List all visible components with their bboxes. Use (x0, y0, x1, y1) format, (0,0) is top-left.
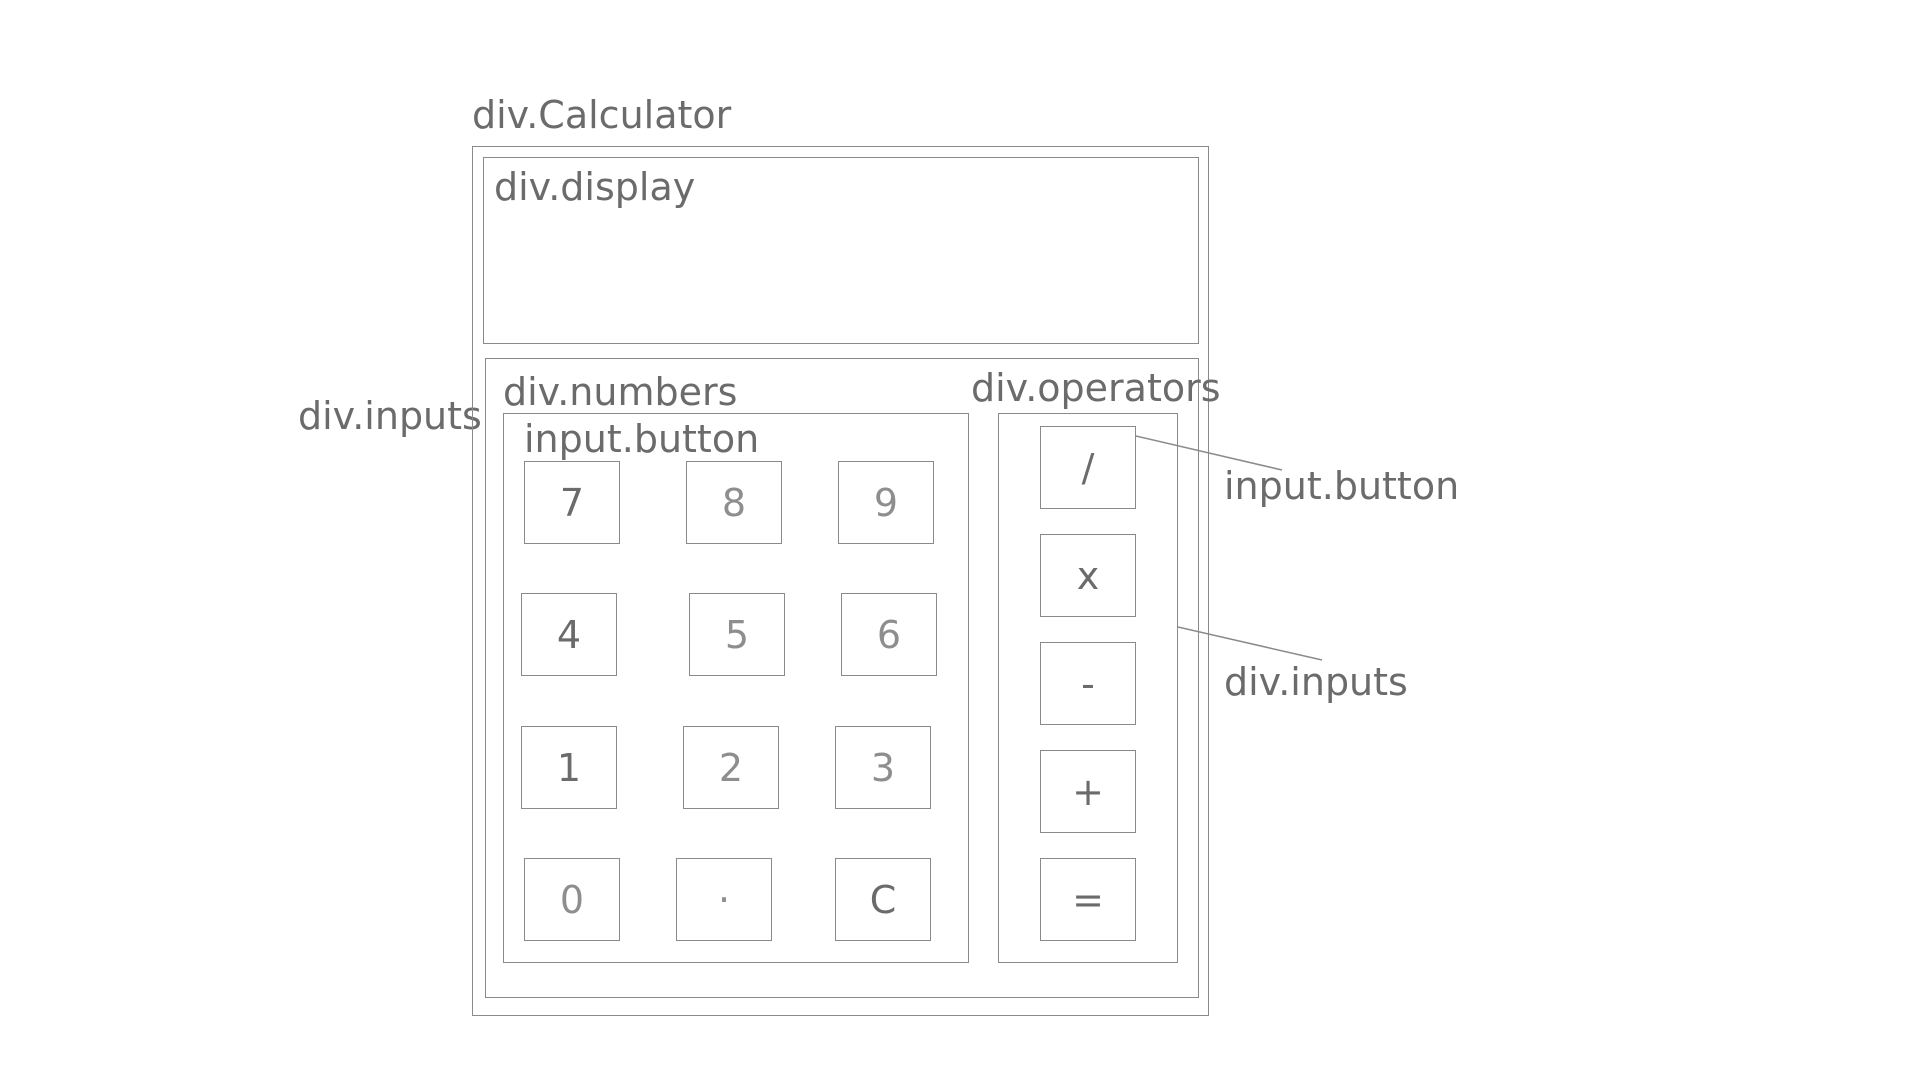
key-9[interactable]: 9 (838, 461, 934, 544)
key-4[interactable]: 4 (521, 593, 617, 676)
key-1[interactable]: 1 (521, 726, 617, 809)
button-callout-line (1135, 435, 1283, 471)
key-equals[interactable]: = (1040, 858, 1136, 941)
key-6[interactable]: 6 (841, 593, 937, 676)
numbers-box: input.button (503, 413, 969, 963)
inputs-callout-line (1177, 626, 1323, 661)
operators-button-callout: input.button (1224, 464, 1460, 508)
key-multiply[interactable]: x (1040, 534, 1136, 617)
key-add[interactable]: + (1040, 750, 1136, 833)
key-0[interactable]: 0 (524, 858, 620, 941)
key-2[interactable]: 2 (683, 726, 779, 809)
numbers-label: div.numbers (503, 370, 738, 414)
calculator-label: div.Calculator (472, 93, 732, 137)
display-box: div.display (483, 157, 1199, 344)
operators-box (998, 413, 1178, 963)
key-subtract[interactable]: - (1040, 642, 1136, 725)
key-5[interactable]: 5 (689, 593, 785, 676)
inputs-container: div.numbers div.operators (485, 358, 1221, 998)
key-7[interactable]: 7 (524, 461, 620, 544)
key-divide[interactable]: / (1040, 426, 1136, 509)
operators-label: div.operators (971, 366, 1221, 410)
key-decimal[interactable]: · (676, 858, 772, 941)
display-label: div.display (494, 165, 696, 209)
inputs-label-left: div.inputs (298, 394, 482, 438)
calculator-container (472, 146, 1209, 1016)
key-clear[interactable]: C (835, 858, 931, 941)
key-8[interactable]: 8 (686, 461, 782, 544)
key-3[interactable]: 3 (835, 726, 931, 809)
operators-inputs-callout: div.inputs (1224, 660, 1408, 704)
numbers-button-label: input.button (524, 417, 760, 461)
